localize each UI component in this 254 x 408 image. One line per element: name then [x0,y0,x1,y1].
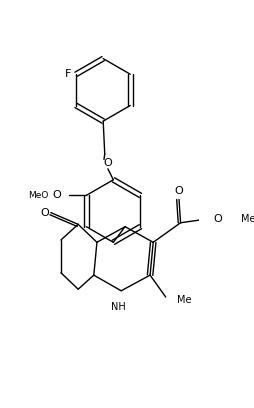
Text: O: O [40,208,49,217]
Text: Me: Me [241,214,254,224]
Text: NH: NH [111,302,125,312]
Text: O: O [175,186,183,197]
Text: O: O [103,158,112,169]
Text: MeO: MeO [28,191,49,200]
Text: Me: Me [177,295,191,305]
Text: O: O [53,191,61,200]
Text: F: F [65,69,71,79]
Text: O: O [213,214,222,224]
